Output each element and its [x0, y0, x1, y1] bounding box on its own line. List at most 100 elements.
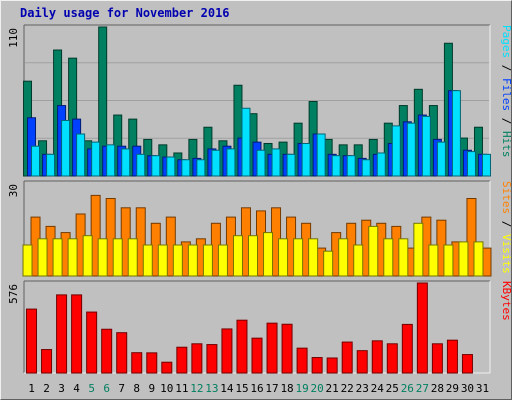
x-tick-label-day-17: 17 [265, 382, 278, 395]
x-tick-label-day-2: 2 [43, 382, 50, 395]
bar-kbytes-day-12 [191, 343, 203, 374]
x-tick-label-day-31: 31 [476, 382, 489, 395]
bar-pages-day-4 [76, 133, 86, 177]
x-tick-label-day-6: 6 [103, 382, 110, 395]
legend-hits-part-3: / [500, 111, 512, 131]
bar-visits-day-26 [398, 238, 409, 277]
bar-pages-day-2 [46, 153, 56, 177]
legend-visits: Sites / Visits [500, 181, 512, 274]
bar-pages-day-6 [106, 144, 116, 177]
bar-kbytes-day-13 [206, 344, 218, 374]
bar-kbytes-day-9 [146, 352, 158, 374]
bar-kbytes-day-26 [401, 323, 413, 374]
bar-visits-day-23 [353, 244, 364, 277]
bar-visits-day-9 [142, 244, 153, 277]
bar-visits-day-31 [473, 241, 484, 277]
x-tick-label-day-20: 20 [311, 382, 324, 395]
legend-hits-part-4: Hits [500, 131, 512, 158]
bar-pages-day-13 [211, 149, 221, 177]
bar-kbytes-day-20 [311, 357, 323, 374]
bar-visits-day-8 [127, 238, 138, 277]
bar-kbytes-day-16 [251, 337, 263, 374]
bar-pages-day-29 [451, 90, 461, 177]
bar-pages-day-28 [436, 141, 446, 177]
y-max-label: 576 [7, 284, 20, 304]
x-tick-label-day-27: 27 [416, 382, 429, 395]
bar-pages-day-10 [166, 156, 176, 177]
bar-pages-day-20 [316, 133, 326, 177]
bar-kbytes-day-1 [26, 308, 38, 374]
bar-kbytes-day-2 [41, 349, 53, 374]
bar-kbytes-day-18 [281, 323, 293, 374]
bar-kbytes-day-11 [176, 346, 188, 374]
x-tick-label-day-25: 25 [386, 382, 399, 395]
bar-visits-day-5 [82, 235, 93, 277]
x-tick-label-day-10: 10 [160, 382, 173, 395]
bar-pages-day-15 [241, 107, 251, 177]
bar-kbytes-day-22 [341, 341, 353, 374]
x-tick-label-day-26: 26 [401, 382, 414, 395]
bar-pages-day-14 [226, 148, 236, 177]
legend-kbytes-part-0: KBytes [500, 281, 512, 321]
bar-pages-day-1 [31, 145, 41, 177]
x-tick-label-day-5: 5 [88, 382, 95, 395]
legend-visits-part-2: Visits [500, 234, 512, 274]
bar-pages-day-22 [346, 155, 356, 177]
bar-visits-day-24 [368, 225, 379, 277]
bar-kbytes-day-3 [56, 294, 68, 374]
bar-visits-day-15 [232, 235, 243, 277]
bar-kbytes-day-25 [386, 343, 398, 374]
x-tick-label-day-11: 11 [175, 382, 188, 395]
bar-pages-day-23 [361, 159, 371, 177]
bar-visits-day-22 [338, 238, 349, 277]
bar-pages-day-9 [151, 155, 161, 177]
bar-visits-day-27 [413, 222, 424, 277]
bar-pages-day-16 [256, 149, 266, 177]
bar-kbytes-day-29 [446, 339, 458, 374]
x-tick-label-day-19: 19 [295, 382, 308, 395]
bar-kbytes-day-15 [236, 319, 248, 374]
bar-visits-day-28 [428, 244, 439, 277]
x-tick-label-day-9: 9 [148, 382, 155, 395]
bar-pages-day-12 [196, 159, 206, 177]
bar-kbytes-day-14 [221, 328, 233, 374]
bar-visits-day-11 [172, 244, 183, 277]
bar-kbytes-day-7 [116, 332, 128, 374]
bar-pages-day-27 [421, 115, 431, 177]
bar-kbytes-day-21 [326, 357, 338, 374]
bar-kbytes-day-10 [161, 361, 173, 374]
bar-pages-day-17 [271, 148, 281, 177]
bar-visits-day-19 [293, 238, 304, 277]
x-tick-label-day-3: 3 [58, 382, 65, 395]
bar-pages-day-3 [61, 119, 71, 177]
bar-pages-day-11 [181, 159, 191, 177]
bar-pages-day-31 [481, 153, 491, 177]
bar-kbytes-day-4 [71, 294, 83, 374]
bar-kbytes-day-8 [131, 352, 143, 374]
bar-pages-day-18 [286, 153, 296, 177]
bar-visits-day-6 [97, 238, 108, 277]
bar-kbytes-day-30 [461, 354, 473, 374]
bar-visits-day-3 [52, 238, 63, 277]
bar-sites-day-30 [466, 198, 477, 277]
bar-kbytes-day-24 [371, 340, 383, 374]
bar-pages-day-5 [91, 141, 101, 177]
bar-pages-day-19 [301, 142, 311, 177]
chart-title: Daily usage for November 2016 [20, 6, 230, 20]
x-tick-label-day-24: 24 [371, 382, 385, 395]
legend-hits-part-0: Pages [500, 25, 512, 58]
bar-kbytes-day-23 [356, 350, 368, 374]
bar-visits-day-16 [248, 235, 258, 277]
bar-visits-day-21 [323, 250, 334, 277]
x-tick-label-day-4: 4 [73, 382, 80, 395]
x-tick-label-day-23: 23 [356, 382, 369, 395]
bar-visits-day-30 [458, 241, 469, 277]
x-tick-label-day-15: 15 [235, 382, 248, 395]
x-tick-label-day-21: 21 [326, 382, 339, 395]
x-tick-label-day-13: 13 [205, 382, 218, 395]
x-tick-label-day-18: 18 [280, 382, 293, 395]
x-tick-label-day-1: 1 [28, 382, 35, 395]
bar-visits-day-14 [217, 244, 228, 277]
bar-kbytes-day-17 [266, 322, 278, 374]
bar-kbytes-day-19 [296, 347, 308, 374]
